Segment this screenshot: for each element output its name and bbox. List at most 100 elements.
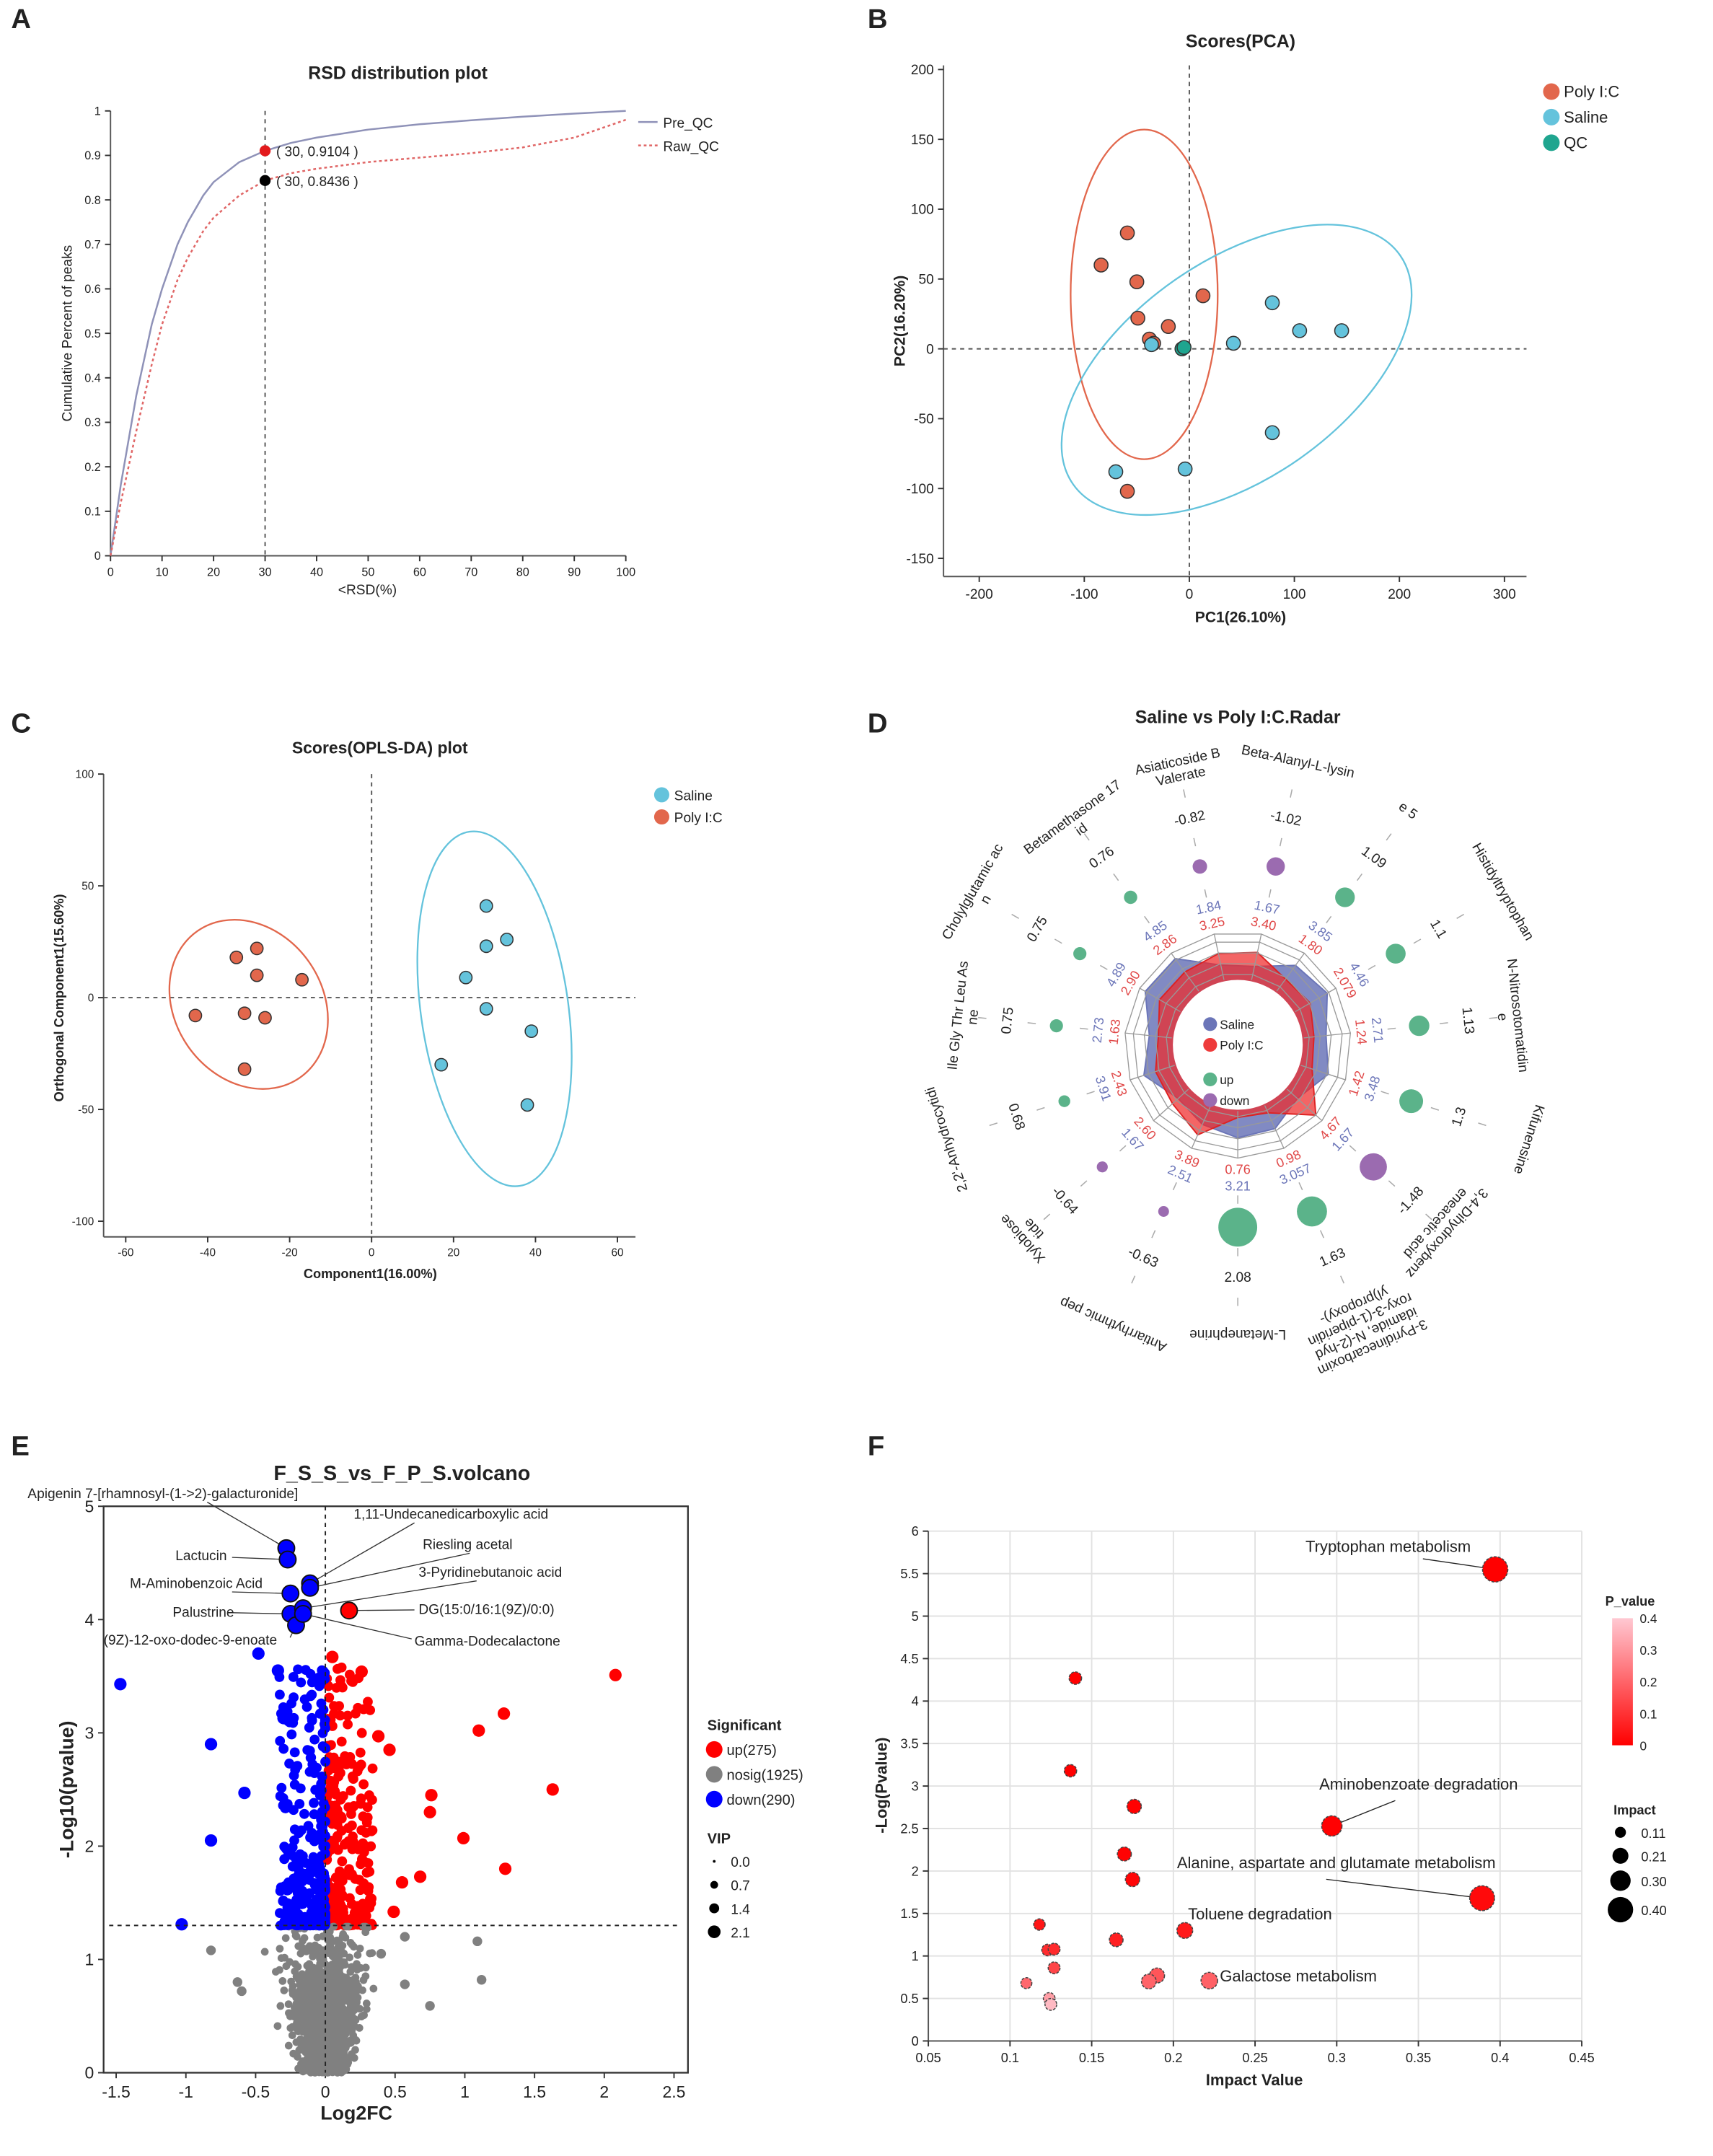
chart-title: RSD distribution plot (308, 63, 488, 84)
radar-spoke (1295, 987, 1337, 1013)
annotation-point (259, 175, 271, 186)
volcano-point-down (275, 1908, 285, 1919)
volcano-point-nosig (361, 1928, 370, 1937)
radar-tick (1151, 1230, 1156, 1238)
volcano-point-nosig (333, 2004, 341, 2012)
size-legend-label: 0.30 (1641, 1875, 1666, 1889)
volcano-point-up (324, 1692, 335, 1703)
radar-spoke (1124, 1032, 1172, 1039)
fold-change-bubble-up (1409, 1015, 1430, 1037)
y-tick-label: 3.5 (900, 1737, 918, 1751)
volcano-point-label: 1,11-Undecanedicarboxylic acid (353, 1507, 548, 1522)
pathway-bubble (1020, 1976, 1033, 1989)
volcano-point-down (307, 1689, 317, 1700)
volcano-point-nosig (356, 1944, 364, 1953)
volcano-point-down (271, 1664, 284, 1677)
legend-marker (653, 787, 669, 803)
volcano-point-nosig (286, 1958, 294, 1966)
colorbar-tick-label: 0.3 (1639, 1643, 1657, 1658)
radar-tick (1086, 1091, 1095, 1095)
volcano-point-up (413, 1870, 427, 1883)
score-point (1108, 464, 1124, 480)
radar-spoke (1303, 1032, 1351, 1039)
score-point (250, 968, 264, 982)
volcano-point-nosig (333, 2053, 341, 2062)
y-tick-label: 0.5 (84, 327, 101, 340)
y-tick-label: 6 (912, 1524, 919, 1539)
fold-change-bubble-up (1049, 1019, 1063, 1033)
score-point (188, 1008, 203, 1023)
y-tick-label: 0.4 (84, 372, 101, 385)
volcano-point-down (284, 1914, 295, 1925)
x-tick-label: 0.2 (1164, 2051, 1182, 2065)
colorbar-tick-label: 0.4 (1639, 1611, 1657, 1626)
volcano-point-down (276, 1882, 286, 1893)
y-axis-label: PC2(16.20%) (892, 276, 909, 366)
volcano-point-nosig (317, 2017, 325, 2025)
label-leader-line (348, 1609, 415, 1611)
y-tick-label: 5.5 (900, 1567, 918, 1581)
x-tick-label: 0.5 (384, 2082, 407, 2101)
volcano-point-nosig (366, 1949, 374, 1958)
radar-tick (1425, 1213, 1432, 1220)
volcano-point-nosig (400, 1979, 410, 1989)
legend-marker (1543, 134, 1560, 151)
label-leader-line (309, 1552, 470, 1588)
volcano-point-down (319, 1868, 329, 1879)
radar-tick (1319, 1230, 1325, 1238)
volcano-point-nosig (305, 2027, 314, 2035)
volcano-point-down (238, 1786, 251, 1800)
impact-size-marker (1610, 1870, 1631, 1891)
x-tick-label: 20 (207, 566, 220, 578)
radar-spoke (1171, 953, 1199, 992)
volcano-point-nosig (310, 1996, 319, 2005)
radar-tick (1357, 874, 1362, 881)
volcano-point-nosig (329, 2023, 338, 2031)
volcano-point-down (275, 1735, 286, 1746)
score-point (1334, 323, 1349, 338)
volcano-point-down (308, 1852, 319, 1862)
volcano-point-down (304, 1875, 314, 1885)
radar-tick (1183, 789, 1186, 798)
y-axis-label: -Log10(pvalue) (56, 1721, 78, 1859)
radar-tick (1113, 874, 1119, 881)
y-tick-label: -50 (914, 412, 934, 427)
volcano-point-nosig (345, 2006, 353, 2015)
radar-tick (1011, 913, 1019, 919)
label-leader-line (1326, 1878, 1482, 1899)
size-legend-label: 0.11 (1641, 1826, 1665, 1841)
volcano-point-up (356, 1793, 366, 1804)
x-tick-label: 0 (321, 2082, 330, 2101)
legend-label: Raw_QC (663, 139, 719, 154)
x-tick-label: -0.5 (242, 2082, 270, 2101)
volcano-point-nosig (369, 1984, 378, 1993)
volcano-point-nosig (276, 2002, 285, 2010)
volcano-point-up (334, 1701, 345, 1712)
volcano-point-down (278, 1743, 289, 1754)
score-point (258, 1011, 272, 1025)
x-tick-label: -20 (281, 1247, 297, 1259)
volcano-point-up (345, 1893, 355, 1904)
x-tick-label: 30 (259, 566, 272, 578)
volcano-point-down (279, 1854, 290, 1865)
legend-label: Pre_QC (663, 116, 713, 131)
volcano-point-down (289, 1692, 299, 1702)
volcano-point-label: DG(15:0/16:1(9Z)/0:0) (418, 1603, 554, 1618)
score-point (1119, 483, 1135, 499)
y-tick-label: 100 (911, 203, 934, 218)
volcano-point-down (304, 1722, 314, 1733)
volcano-point-up (333, 1844, 343, 1855)
volcano-point-down (307, 1827, 317, 1838)
pathway-bubble-panel: 0.05 0.1 0.15 0.2 0.25 0.3 0.35 0.4 0.4500.511.5… (873, 1524, 1667, 2089)
volcano-point-down (320, 1848, 330, 1859)
x-tick-label: 100 (616, 566, 635, 578)
radar-spoke (1139, 987, 1181, 1013)
radar-spoke (1191, 1105, 1212, 1149)
y-tick-label: 1 (94, 105, 101, 118)
y-axis-label: Orthogonal Component1(15.60%) (52, 894, 66, 1101)
y-tick-label: 3 (84, 1723, 94, 1742)
x-tick-label: 200 (1388, 587, 1411, 602)
volcano-point-nosig (342, 1922, 351, 1931)
radar-tick (1144, 915, 1150, 924)
volcano-point-up (387, 1905, 400, 1919)
